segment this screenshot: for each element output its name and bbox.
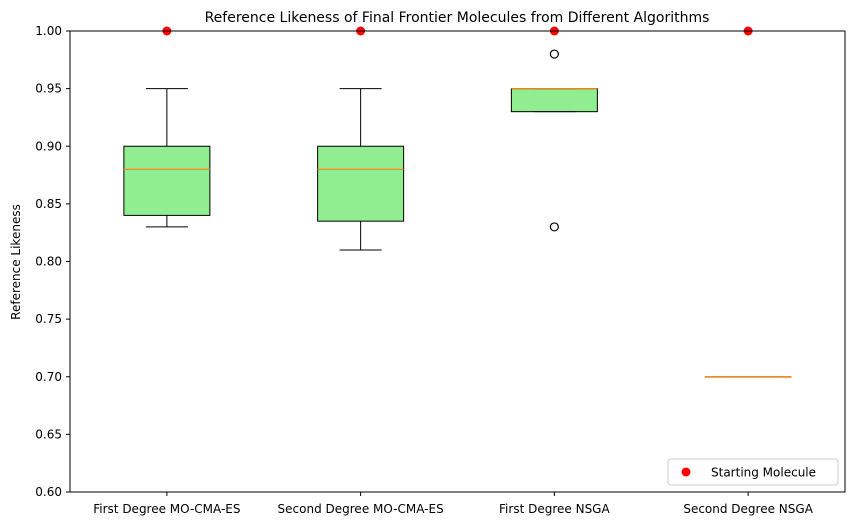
legend-label-starting-molecule: Starting Molecule xyxy=(711,466,816,480)
y-axis-label: Reference Likeness xyxy=(9,204,23,320)
box-iqr xyxy=(317,145,405,222)
y-tick-label: 0.60 xyxy=(35,485,62,499)
y-tick-label: 0.85 xyxy=(35,197,62,211)
y-tick-label: 1.00 xyxy=(35,24,62,38)
y-tick-label: 0.75 xyxy=(35,312,62,326)
x-tick-label: First Degree MO-CMA-ES xyxy=(93,502,240,516)
box-group xyxy=(704,376,792,378)
legend-marker-starting-molecule xyxy=(681,467,691,477)
x-tick-label: First Degree NSGA xyxy=(499,502,610,516)
x-tick-label: Second Degree MO-CMA-ES xyxy=(278,502,444,516)
y-tick-label: 0.65 xyxy=(35,427,62,441)
legend-box xyxy=(667,458,839,486)
box-group xyxy=(317,88,405,251)
y-tick-label: 0.80 xyxy=(35,255,62,269)
boxes-layer xyxy=(123,49,792,378)
box-iqr xyxy=(123,145,211,216)
plot-frame xyxy=(69,30,846,493)
outlier-point xyxy=(549,222,559,232)
x-tick-label: Second Degree NSGA xyxy=(683,502,813,516)
chart-title: Reference Likeness of Final Frontier Mol… xyxy=(205,10,710,26)
outlier-point xyxy=(549,49,559,59)
x-axis: First Degree MO-CMA-ES Second Degree MO-C… xyxy=(93,492,814,516)
y-tick-label: 0.95 xyxy=(35,82,62,96)
box-group xyxy=(123,88,211,228)
box-iqr xyxy=(510,88,598,113)
box-group xyxy=(510,49,598,232)
y-tick-label: 0.90 xyxy=(35,139,62,153)
legend: Starting Molecule xyxy=(667,458,839,486)
y-tick-label: 0.70 xyxy=(35,370,62,384)
y-axis: 0.60 0.65 0.70 0.75 0.80 0.85 0.90 0.95 1.00 xyxy=(35,24,70,499)
